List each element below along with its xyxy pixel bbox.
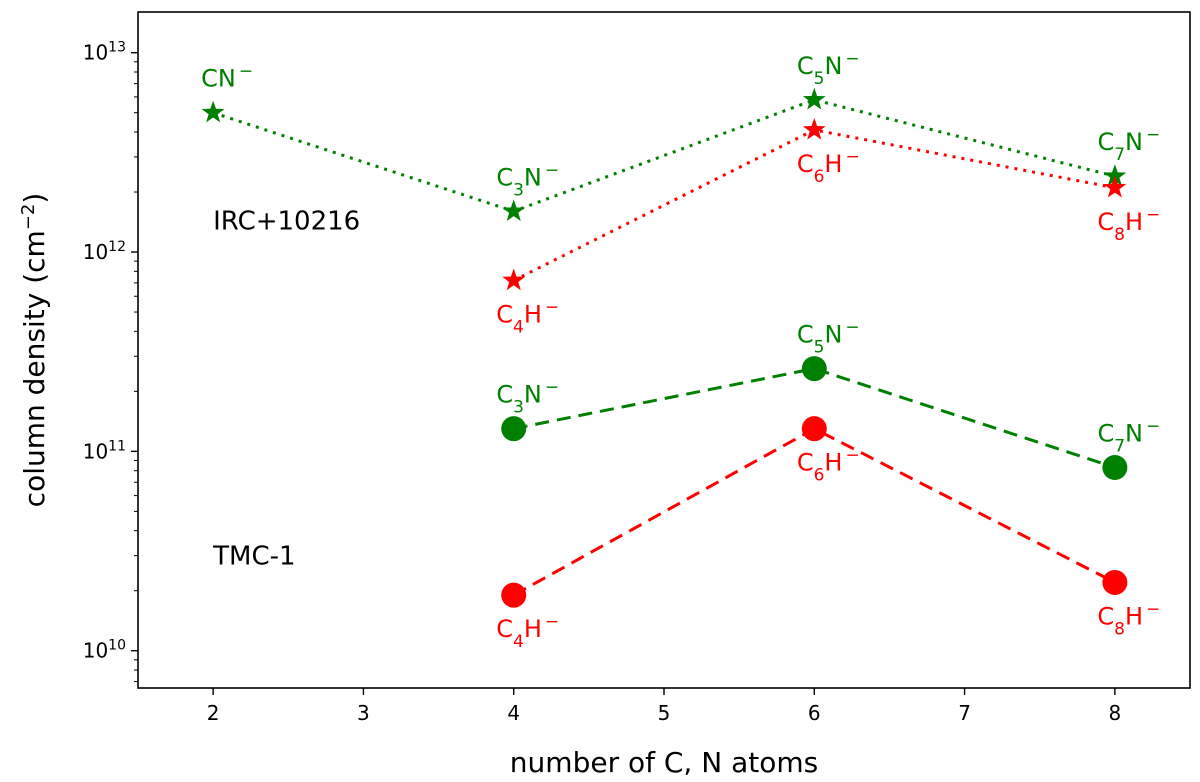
molecule-label: C7N − — [1097, 125, 1160, 165]
star-marker — [802, 117, 826, 140]
molecule-label: C7N − — [1097, 416, 1160, 456]
x-tick-label: 7 — [958, 701, 971, 725]
point-labels: CN − C3N − C5N − C7N − C4H − C6H − C8H − C3N − C5N − C7N − C… — [201, 49, 1160, 652]
circle-marker — [501, 582, 527, 608]
series-line — [513, 367, 1116, 469]
circle-marker — [501, 416, 527, 442]
series-markers — [201, 87, 1128, 608]
star-marker — [201, 100, 225, 123]
source-annotation: TMC-1 — [212, 542, 295, 572]
x-tick-label: 5 — [658, 701, 671, 725]
molecule-label: C5N − — [797, 318, 860, 358]
circle-marker — [801, 416, 827, 442]
molecule-label: C5N − — [797, 49, 860, 89]
molecule-label: CN − — [201, 62, 253, 93]
circle-marker — [1102, 454, 1128, 480]
star-marker — [502, 268, 526, 291]
source-annotations: IRC+10216 TMC-1 — [212, 206, 360, 571]
y-tick-label: 1011 — [83, 438, 126, 463]
y-tick-label: 1012 — [83, 239, 126, 264]
y-tick-label: 1013 — [83, 40, 126, 65]
source-annotation: IRC+10216 — [213, 206, 360, 236]
x-axis: 2 3 4 5 6 7 8 — [207, 688, 1121, 725]
molecule-label: C6H − — [797, 446, 860, 486]
y-axis: 1010 1011 1012 1013 — [83, 40, 138, 663]
circle-marker — [801, 356, 827, 382]
y-tick-label: 1010 — [83, 638, 126, 663]
series-line — [212, 98, 1116, 213]
y-axis-label: column density (cm−2) — [18, 193, 52, 508]
circle-marker — [1102, 569, 1128, 595]
series-line — [513, 128, 1116, 282]
molecule-label: C4H − — [496, 297, 559, 337]
x-tick-label: 4 — [507, 701, 520, 725]
star-marker — [1103, 175, 1127, 198]
series-lines — [212, 98, 1116, 597]
molecule-label: C8H − — [1097, 205, 1160, 245]
star-marker — [502, 199, 526, 221]
star-marker — [1103, 164, 1127, 186]
x-axis-label: number of C, N atoms — [510, 746, 818, 779]
plot-frame — [137, 11, 1191, 689]
molecule-label: C3N − — [496, 160, 559, 200]
x-tick-label: 8 — [1108, 701, 1121, 725]
molecule-label: C3N − — [496, 378, 559, 418]
molecule-label: C4H − — [496, 612, 559, 652]
x-tick-label: 2 — [207, 701, 220, 725]
star-marker — [802, 87, 826, 110]
molecule-label: C6H − — [797, 147, 860, 187]
x-tick-label: 3 — [357, 701, 370, 725]
molecule-label: C8H − — [1097, 599, 1160, 639]
x-tick-label: 6 — [808, 701, 821, 725]
series-line — [512, 427, 1116, 597]
